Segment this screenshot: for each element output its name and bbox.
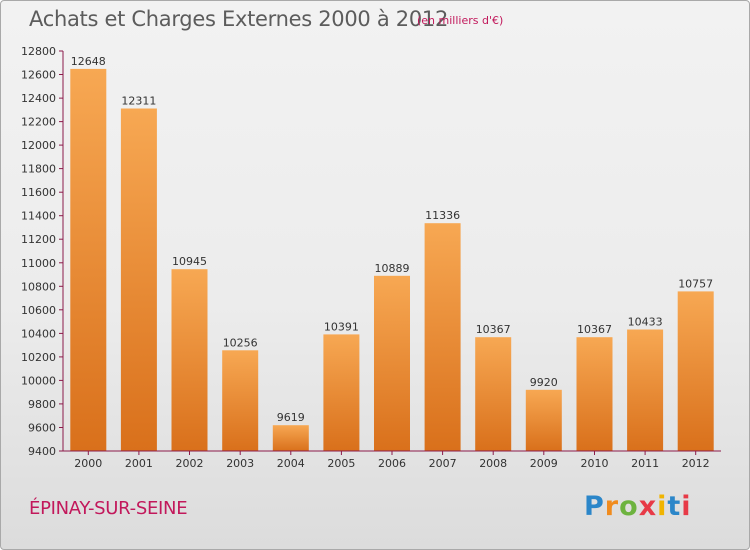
x-tick-2005: 2005 bbox=[327, 457, 355, 470]
bar-2009 bbox=[525, 389, 562, 451]
x-tick-2001: 2001 bbox=[125, 457, 153, 470]
x-tick-2008: 2008 bbox=[479, 457, 507, 470]
x-tick-2009: 2009 bbox=[530, 457, 558, 470]
value-label-2004: 9619 bbox=[277, 411, 305, 424]
y-tick-12600: 12600 bbox=[21, 69, 56, 82]
bar-2001 bbox=[120, 108, 157, 451]
y-tick-10800: 10800 bbox=[21, 280, 56, 293]
bar-2011 bbox=[627, 329, 664, 451]
value-label-2010: 10367 bbox=[577, 323, 612, 336]
y-tick-12800: 12800 bbox=[21, 45, 56, 58]
bar-2007 bbox=[424, 223, 461, 451]
y-tick-12000: 12000 bbox=[21, 139, 56, 152]
y-tick-9600: 9600 bbox=[28, 422, 56, 435]
y-tick-11400: 11400 bbox=[21, 210, 56, 223]
y-tick-10200: 10200 bbox=[21, 351, 56, 364]
proxiti-logo[interactable]: Proxiti bbox=[584, 491, 692, 522]
x-tick-2004: 2004 bbox=[277, 457, 305, 470]
bar-2004 bbox=[272, 425, 309, 451]
x-tick-2006: 2006 bbox=[378, 457, 406, 470]
value-label-2007: 11336 bbox=[425, 209, 460, 222]
bar-2008 bbox=[475, 337, 512, 451]
value-label-2003: 10256 bbox=[223, 336, 258, 349]
bar-2003 bbox=[222, 350, 259, 451]
bar-2006 bbox=[374, 275, 410, 451]
bar-2005 bbox=[323, 334, 360, 451]
y-tick-10000: 10000 bbox=[21, 374, 56, 387]
city-name: ÉPINAY-SUR-SEINE bbox=[29, 498, 188, 519]
x-tick-2010: 2010 bbox=[581, 457, 609, 470]
value-label-2001: 12311 bbox=[121, 95, 156, 108]
value-label-2008: 10367 bbox=[476, 323, 511, 336]
x-tick-2007: 2007 bbox=[429, 457, 457, 470]
y-tick-11200: 11200 bbox=[21, 233, 56, 246]
value-label-2006: 10889 bbox=[375, 262, 410, 275]
bar-2012 bbox=[677, 291, 714, 451]
chart-title: Achats et Charges Externes 2000 à 2012 bbox=[29, 7, 449, 31]
x-tick-2012: 2012 bbox=[682, 457, 710, 470]
x-tick-2002: 2002 bbox=[176, 457, 204, 470]
bar-2010 bbox=[576, 337, 613, 451]
value-label-2009: 9920 bbox=[530, 376, 558, 389]
value-label-2000: 12648 bbox=[71, 55, 106, 68]
y-tick-9400: 9400 bbox=[28, 445, 56, 458]
x-tick-2003: 2003 bbox=[226, 457, 254, 470]
y-tick-12200: 12200 bbox=[21, 116, 56, 129]
x-tick-2000: 2000 bbox=[74, 457, 102, 470]
y-tick-10600: 10600 bbox=[21, 304, 56, 317]
y-tick-12400: 12400 bbox=[21, 92, 56, 105]
x-tick-2011: 2011 bbox=[631, 457, 659, 470]
value-label-2002: 10945 bbox=[172, 255, 207, 268]
chart-subtitle: (en milliers d'€) bbox=[417, 14, 504, 27]
y-tick-11600: 11600 bbox=[21, 186, 56, 199]
value-label-2011: 10433 bbox=[628, 316, 663, 329]
value-label-2005: 10391 bbox=[324, 320, 359, 333]
bar-2002 bbox=[171, 269, 208, 451]
y-tick-10400: 10400 bbox=[21, 327, 56, 340]
bar-2000 bbox=[70, 68, 107, 452]
y-tick-11000: 11000 bbox=[21, 257, 56, 270]
y-tick-9800: 9800 bbox=[28, 398, 56, 411]
y-tick-11800: 11800 bbox=[21, 163, 56, 176]
value-label-2012: 10757 bbox=[678, 277, 713, 290]
